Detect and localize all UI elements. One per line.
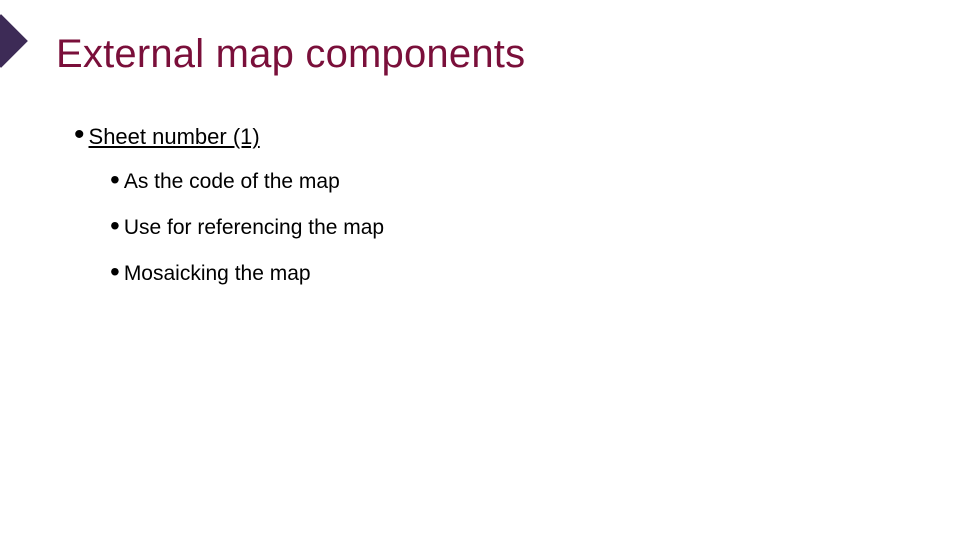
slide: External map components • Sheet number (… — [0, 0, 960, 540]
bullet-level2-text: As the code of the map — [124, 170, 340, 194]
bullet-dot-icon: • — [110, 216, 120, 236]
sub-list: • As the code of the map • Use for refer… — [110, 170, 384, 286]
bullet-level2-text: Mosaicking the map — [124, 262, 311, 286]
bullet-level2: • Mosaicking the map — [110, 262, 384, 286]
slide-title: External map components — [56, 32, 525, 77]
bullet-level2-text: Use for referencing the map — [124, 216, 384, 240]
bullet-level1: • Sheet number (1) — [74, 124, 384, 150]
content-area: • Sheet number (1) • As the code of the … — [74, 124, 384, 308]
corner-diamond-icon — [0, 14, 28, 68]
bullet-dot-icon: • — [110, 170, 120, 190]
bullet-level1-text: Sheet number (1) — [89, 124, 260, 150]
bullet-dot-icon: • — [74, 124, 85, 146]
bullet-level2: • As the code of the map — [110, 170, 384, 194]
bullet-dot-icon: • — [110, 262, 120, 282]
bullet-level2: • Use for referencing the map — [110, 216, 384, 240]
